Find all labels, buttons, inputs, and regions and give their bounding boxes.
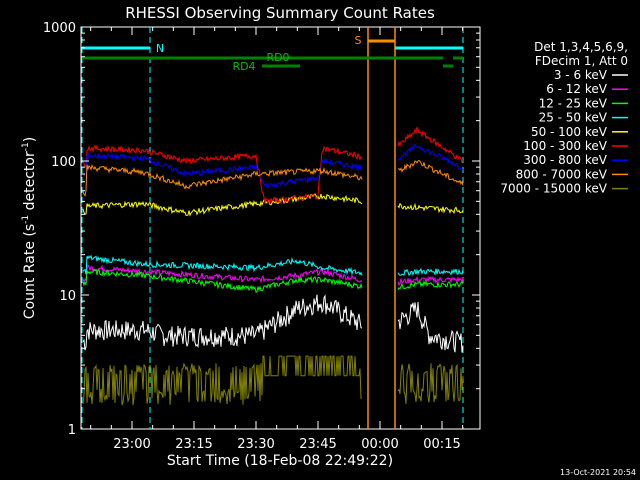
- y-tick-label: 10: [59, 289, 76, 304]
- legend-item-label: 7000 - 15000 keV: [500, 182, 607, 196]
- series-line: [82, 294, 464, 353]
- y-axis-label-part: Count Rate (s: [22, 224, 38, 319]
- y-tick-label: 100: [51, 155, 76, 170]
- annotation-label: S: [355, 34, 362, 47]
- y-axis-label-part: ): [22, 137, 38, 142]
- series-line: [82, 126, 464, 205]
- x-tick-labels: 23:00 23:15 23:30 23:45 00:00 00:15: [113, 437, 460, 452]
- series-line: [82, 143, 464, 190]
- legend-item-label: 6 - 12 keV: [546, 82, 608, 96]
- series-line: [82, 159, 464, 197]
- x-tick-label: 00:15: [423, 437, 460, 452]
- x-tick-label: 23:45: [299, 437, 336, 452]
- annotation-label: RD0: [266, 51, 289, 64]
- footer-date: 13-Oct-2021 20:54: [560, 468, 636, 477]
- legend-item-label: 25 - 50 keV: [539, 111, 608, 125]
- y-axis-label: Count Rate (s-1 detector-1): [21, 137, 38, 319]
- legend-item-label: 300 - 800 keV: [523, 153, 607, 167]
- axis-ticks: [81, 26, 480, 430]
- legend-header-line: Det 1,3,4,5,6,9,: [534, 40, 628, 54]
- legend-item-label: 800 - 7000 keV: [516, 167, 608, 181]
- series-line: [82, 193, 464, 217]
- x-tick-label: 00:00: [361, 437, 398, 452]
- plot-frame: [80, 26, 481, 430]
- y-axis-label-sup: -1: [21, 215, 31, 224]
- legend-item-label: 3 - 6 keV: [554, 68, 608, 82]
- y-tick-labels: 1 10 100 1000: [43, 21, 76, 438]
- x-tick-label: 23:00: [113, 437, 150, 452]
- x-axis-label: Start Time (18-Feb-08 22:49:22): [167, 453, 393, 469]
- x-tick-label: 23:15: [175, 437, 212, 452]
- annotation-layer: N S RD0 RD4: [81, 27, 464, 429]
- series-layer: [82, 126, 464, 406]
- y-tick-label: 1000: [43, 21, 76, 36]
- legend: Det 1,3,4,5,6,9, FDecim 1, Att 0 3 - 6 k…: [500, 40, 628, 196]
- annotation-label: RD4: [232, 60, 255, 73]
- legend-item-label: 100 - 300 keV: [523, 139, 607, 153]
- x-tick-label: 23:30: [237, 437, 274, 452]
- y-axis-label-part: detector: [22, 151, 38, 215]
- y-tick-label: 1: [68, 423, 76, 438]
- y-axis-label-sup: -1: [21, 142, 31, 151]
- legend-item-label: 50 - 100 keV: [531, 125, 608, 139]
- series-line: [82, 268, 464, 293]
- annotation-label: N: [156, 42, 164, 55]
- legend-header-line: FDecim 1, Att 0: [535, 54, 628, 68]
- series-line: [82, 254, 464, 277]
- legend-item-label: 12 - 25 keV: [539, 96, 608, 110]
- series-line: [82, 263, 464, 287]
- chart-title: RHESSI Observing Summary Count Rates: [125, 4, 435, 22]
- series-line: [82, 355, 464, 406]
- plot-area: N S RD0 RD4: [80, 26, 481, 430]
